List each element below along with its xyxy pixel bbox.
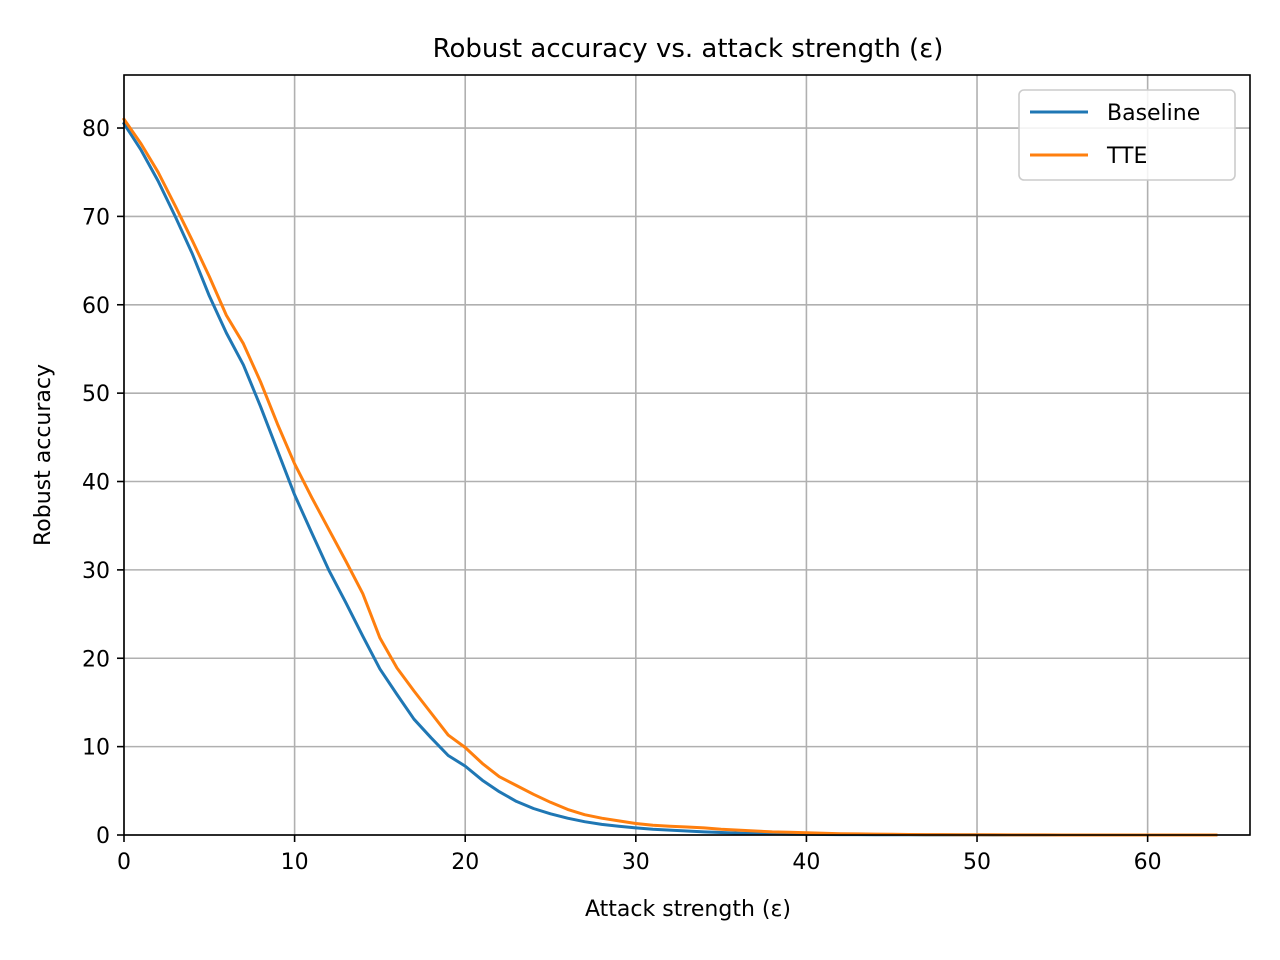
y-axis-ticks: 0 10 20 30 40 50 60 70 80: [82, 117, 124, 849]
x-tick-label: 20: [451, 850, 479, 875]
legend-label-tte: TTE: [1106, 144, 1147, 169]
y-tick-label: 10: [82, 736, 110, 761]
legend-label-baseline: Baseline: [1107, 101, 1200, 126]
y-tick-label: 80: [82, 117, 110, 142]
x-tick-label: 30: [622, 850, 650, 875]
x-axis-label: Attack strength (ε): [585, 897, 791, 922]
y-tick-label: 0: [96, 824, 110, 849]
x-tick-label: 50: [963, 850, 991, 875]
chart-title: Robust accuracy vs. attack strength (ε): [433, 34, 944, 64]
y-tick-label: 20: [82, 647, 110, 672]
y-tick-label: 40: [82, 471, 110, 496]
x-axis-ticks: 0 10 20 30 40 50 60: [117, 835, 1162, 875]
y-tick-label: 30: [82, 559, 110, 584]
x-tick-label: 60: [1134, 850, 1162, 875]
x-tick-label: 10: [281, 850, 309, 875]
plot-frame: [123, 74, 1251, 836]
y-tick-label: 50: [82, 382, 110, 407]
y-tick-label: 70: [82, 205, 110, 230]
y-axis-label: Robust accuracy: [31, 364, 56, 546]
x-tick-label: 40: [792, 850, 820, 875]
x-tick-label: 0: [117, 850, 131, 875]
y-tick-label: 60: [82, 294, 110, 319]
legend: Baseline TTE: [1018, 89, 1236, 181]
